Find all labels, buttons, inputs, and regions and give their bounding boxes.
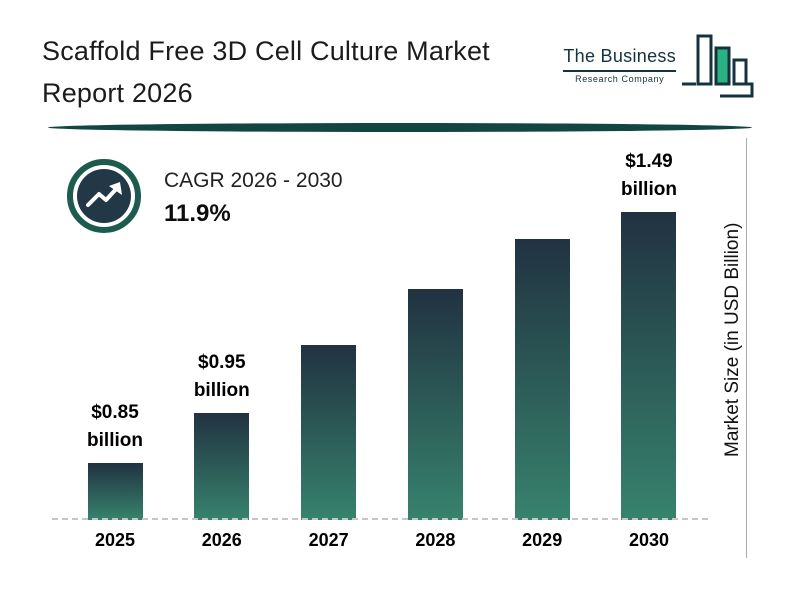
bar-column-2029 [493,239,591,520]
bar-value-unit: billion [87,430,143,451]
x-axis-label-2027: 2027 [308,530,349,550]
bar-2030 [621,212,677,520]
bar-value-amount: $0.85 [91,402,139,423]
bar-value-label-2026: $0.95 billion [194,349,250,405]
bar-value-unit: billion [193,380,250,401]
cagr-value: 11.9% [164,200,231,227]
bar-2027 [301,345,357,520]
cagr-badge: CAGR 2026 - 2030 11.9% [66,158,343,239]
right-axis-line [746,138,747,558]
company-logo: The Business Research Company [563,32,754,107]
cagr-text: CAGR 2026 - 2030 11.9% [164,169,343,228]
page-title-line1: Scaffold Free 3D Cell Culture Market [42,36,490,66]
y-axis-title: Market Size (in USD Billion) [722,222,743,458]
logo-bars-icon [680,32,754,107]
bar-column-2026: $0.95 billion [173,349,271,520]
years-row: 2025 2026 2027 2028 2029 2030 [58,530,706,551]
bar-value-amount: $1.49 [625,151,673,172]
x-axis-label-2028: 2028 [415,530,456,550]
company-logo-name: The Business [563,46,676,66]
company-logo-rule [563,70,676,72]
page-title-line2: Report 2026 [42,78,193,108]
page-title: Scaffold Free 3D Cell Culture Market Rep… [42,30,490,114]
company-logo-subtitle: Research Company [575,74,665,84]
x-axis-baseline [52,518,708,520]
cagr-label: CAGR 2026 - 2030 [164,169,343,192]
x-axis-label-2026: 2026 [201,530,242,550]
header-divider [48,123,752,132]
bar-value-amount: $0.95 [198,352,246,373]
bar-column-2030: $1.49 billion [600,148,698,520]
bar-value-unit: billion [621,179,677,200]
company-logo-text: The Business Research Company [563,46,676,84]
x-axis-label-2030: 2030 [628,530,669,550]
x-axis-label-2025: 2025 [94,530,136,550]
bar-value-label-2030: $1.49 billion [621,148,677,204]
bar-chart: $0.85 billion $0.95 billion $1.49 billion [52,140,708,520]
bar-column-2028 [386,289,484,520]
x-axis-label-2029: 2029 [522,530,563,550]
bar-2029 [514,239,570,520]
bar-2028 [407,289,463,520]
bar-2026 [194,413,250,520]
trend-up-arrow-icon [66,158,142,239]
bar-value-label-2025: $0.85 billion [87,399,143,455]
bar-2025 [87,463,143,520]
bars-row: $0.85 billion $0.95 billion $1.49 billion [58,140,706,520]
bar-column-2025: $0.85 billion [66,399,164,520]
bar-column-2027 [280,345,378,520]
